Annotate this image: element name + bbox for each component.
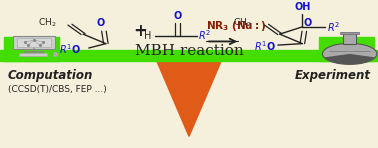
Bar	[17, 38, 51, 47]
Wedge shape	[324, 54, 375, 64]
Text: (CCSD(T)/CBS, FEP ...): (CCSD(T)/CBS, FEP ...)	[8, 85, 106, 94]
Bar	[319, 37, 374, 61]
Text: MBH reaction: MBH reaction	[135, 44, 243, 58]
Text: H: H	[144, 31, 151, 41]
Text: $R^2$: $R^2$	[198, 29, 212, 42]
Text: $\mathdefault{CH_2}$: $\mathdefault{CH_2}$	[38, 16, 57, 29]
Polygon shape	[157, 61, 221, 136]
Text: $R^1$O: $R^1$O	[59, 43, 81, 56]
Bar	[4, 37, 59, 61]
Text: O: O	[304, 18, 312, 28]
Bar	[343, 33, 356, 44]
Text: $\mathdefault{CH_2}$: $\mathdefault{CH_2}$	[233, 17, 251, 29]
Text: $R^2$: $R^2$	[327, 20, 340, 34]
Bar	[0, 50, 378, 61]
Text: Computation: Computation	[8, 69, 93, 82]
Text: $R^1$O: $R^1$O	[254, 40, 276, 53]
Text: O: O	[174, 11, 182, 21]
Text: O: O	[96, 18, 104, 28]
Circle shape	[322, 43, 377, 64]
Bar	[13, 36, 55, 49]
Bar	[19, 53, 47, 56]
Text: Experiment: Experiment	[294, 69, 370, 82]
Text: $\mathbf{NR_3}$$\mathbf{\ (Nu:)}$: $\mathbf{NR_3}$$\mathbf{\ (Nu:)}$	[206, 19, 267, 33]
Bar	[340, 32, 359, 34]
Text: OH: OH	[294, 2, 311, 12]
Text: +: +	[133, 22, 147, 40]
